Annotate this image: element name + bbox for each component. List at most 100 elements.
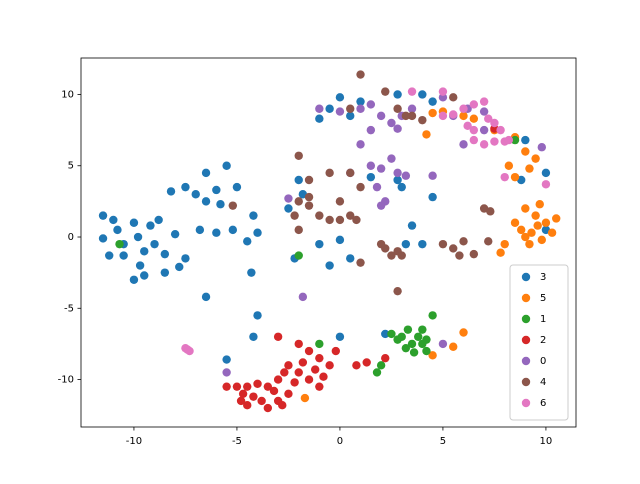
point [160,268,170,277]
point [362,358,371,367]
point [346,104,355,113]
point [280,368,289,377]
point [298,358,308,367]
point [195,225,205,235]
point [356,258,365,267]
y-tick-label: 5 [68,161,74,172]
point [403,325,413,334]
point [253,228,262,237]
point [294,151,303,160]
point [325,261,334,270]
point [201,168,211,178]
legend-marker [521,272,531,282]
point [418,325,427,334]
point [315,382,324,391]
point [418,115,427,125]
point [407,111,417,121]
point [273,332,283,341]
point [269,386,279,396]
point [401,171,411,180]
point [418,90,427,99]
point [294,251,303,260]
point [449,244,458,253]
point [304,192,314,202]
point [422,346,431,356]
point [243,400,252,410]
point [376,201,386,210]
point [372,182,382,192]
point [105,251,114,260]
point [166,187,176,196]
point [376,164,386,173]
point [521,204,530,213]
point [376,361,386,370]
point [290,378,299,387]
point [422,130,431,139]
plot-area [98,70,561,413]
legend-marker [521,293,531,303]
point [537,235,547,245]
point [393,104,402,113]
point [298,292,308,302]
point [387,118,396,128]
point [356,182,365,192]
point [284,204,293,213]
x-tick-label: 5 [440,436,446,447]
point [294,339,303,349]
point [525,164,534,173]
point [154,215,163,225]
legend: 3 5 1 2 0 4 6 [509,264,569,421]
point [469,135,479,145]
point [428,97,437,106]
point [115,239,124,249]
legend-label: 0 [540,356,546,367]
point [294,197,303,206]
point [352,215,361,225]
point [409,348,419,357]
point [438,87,448,96]
point [484,237,493,246]
point [407,339,417,349]
point [346,254,355,263]
point [325,215,334,225]
point [294,368,303,377]
point [228,201,238,210]
point [469,114,479,123]
point [294,175,303,185]
point [352,361,361,370]
point [109,215,118,225]
point [315,211,324,220]
point [98,234,108,243]
point [366,172,376,182]
point [232,382,242,391]
point [290,211,299,220]
point [428,192,437,202]
point [222,368,231,377]
point [469,100,479,109]
point [212,185,221,195]
point [222,161,231,170]
point [541,168,551,178]
y-tick-label: -5 [64,303,74,314]
point [547,228,557,237]
point [533,221,542,230]
point [504,135,514,145]
point [236,396,246,406]
point [325,168,334,178]
point [319,372,328,381]
point [346,168,355,178]
point [249,211,258,220]
point [401,343,411,353]
point [335,215,345,225]
point [253,311,262,320]
point [428,171,437,180]
point [393,90,402,99]
point [459,237,468,246]
point [479,140,489,149]
point [325,361,334,370]
point [500,172,509,182]
point [335,107,345,116]
point [387,251,396,260]
point [253,379,262,389]
